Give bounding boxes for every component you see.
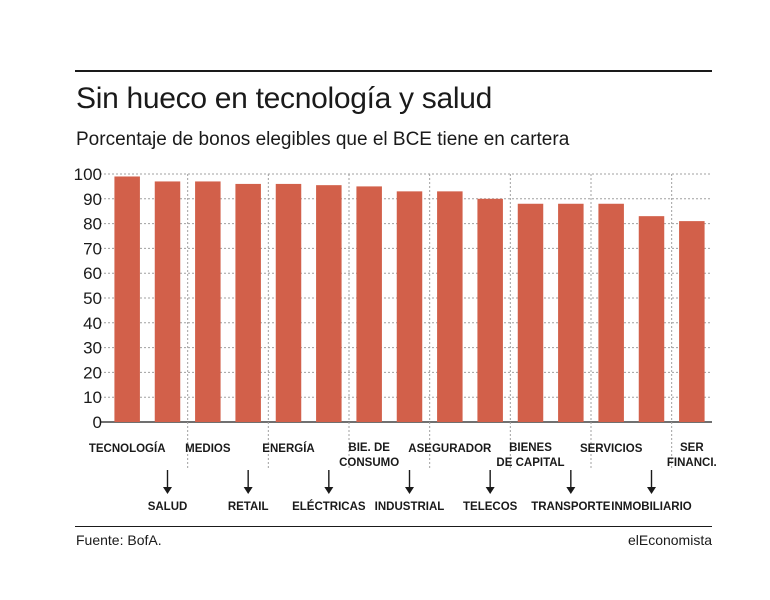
- bar: [437, 191, 463, 422]
- x-tick-label: CONSUMO: [339, 457, 399, 469]
- y-tick-label: 40: [83, 314, 102, 333]
- x-tick-label: SALUD: [148, 501, 188, 513]
- y-tick-label: 20: [83, 363, 102, 382]
- bar: [598, 203, 624, 422]
- bar: [638, 216, 665, 422]
- x-tick-label: FINANCI.: [667, 457, 717, 469]
- bar: [154, 181, 181, 422]
- y-tick-label: 30: [83, 339, 102, 358]
- label-arrow-head: [566, 487, 576, 494]
- chart-title: Sin hueco en tecnología y salud: [76, 82, 493, 115]
- x-tick-label: DE CAPITAL: [496, 457, 564, 469]
- label-arrow-head: [324, 487, 334, 494]
- bottom-rule: [75, 526, 712, 527]
- x-tick-label: TECNOLOGÍA: [89, 442, 166, 455]
- y-tick-label: 60: [83, 264, 102, 283]
- x-tick-label: RETAIL: [228, 501, 269, 513]
- chart-subtitle: Porcentaje de bonos elegibles que el BCE…: [76, 129, 570, 150]
- x-tick-label: BIENES: [509, 442, 552, 454]
- y-tick-label: 10: [83, 388, 102, 407]
- label-arrow-head: [405, 487, 414, 494]
- x-tick-label: ASEGURADOR: [408, 443, 492, 455]
- x-tick-label: ELÉCTRICAS: [292, 500, 366, 513]
- bar: [517, 203, 544, 422]
- label-arrow-head: [243, 487, 253, 494]
- label-arrow-head: [647, 487, 656, 494]
- label-arrow-head: [163, 487, 172, 494]
- x-tick-label: INMOBILIARIO: [611, 501, 692, 513]
- x-tick-label: TELECOS: [463, 501, 518, 513]
- x-tick-label: SERVICIOS: [580, 443, 643, 455]
- brand-logo: elEconomista: [627, 532, 712, 548]
- bar: [558, 203, 584, 422]
- bar: [356, 186, 382, 422]
- x-tick-label: TRANSPORTE: [531, 501, 611, 513]
- x-tick-label: MEDIOS: [185, 443, 231, 455]
- y-tick-label: 0: [93, 413, 102, 432]
- y-tick-label: 90: [83, 190, 102, 209]
- y-tick-label: 70: [83, 239, 102, 258]
- x-tick-label: INDUSTRIAL: [375, 501, 445, 513]
- x-tick-label: SER: [680, 442, 704, 454]
- bar: [396, 191, 423, 422]
- bar: [679, 221, 705, 422]
- bar: [275, 183, 302, 422]
- x-tick-label: BIE. DE: [348, 442, 390, 454]
- x-tick-label: ENERGÍA: [262, 442, 314, 455]
- bar: [195, 181, 221, 422]
- bar: [316, 185, 342, 422]
- bar: [114, 176, 140, 422]
- top-rule: [75, 70, 712, 72]
- source-note: Fuente: BofA.: [76, 532, 162, 548]
- y-tick-label: 100: [74, 165, 102, 184]
- y-tick-label: 50: [83, 289, 102, 308]
- bar: [235, 183, 261, 422]
- label-arrow-head: [485, 487, 495, 494]
- y-tick-label: 80: [83, 215, 102, 234]
- bar: [477, 198, 503, 422]
